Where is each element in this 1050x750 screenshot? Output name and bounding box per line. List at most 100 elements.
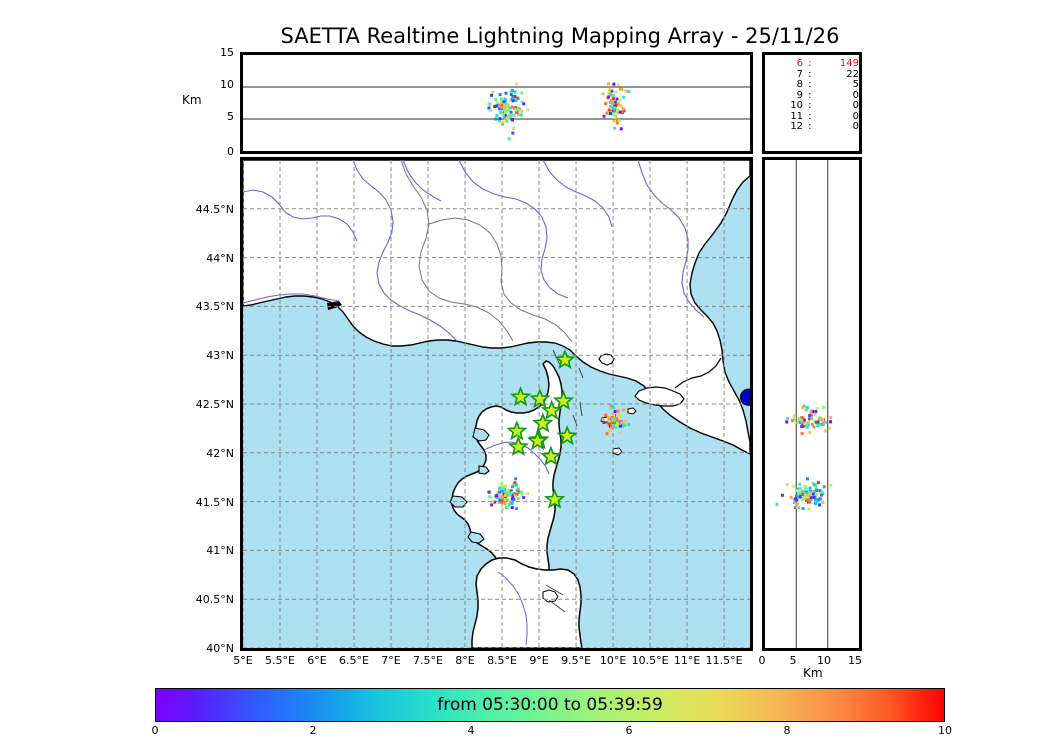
lightning-source-point (798, 487, 802, 491)
lightning-source-point (517, 490, 521, 494)
station-count-separator: : (808, 58, 812, 69)
lightning-source-point (808, 417, 812, 421)
lightning-source-point (815, 488, 819, 492)
lightning-source-point (511, 99, 515, 103)
lightning-source-point (781, 493, 785, 497)
lightning-source-point (499, 496, 503, 500)
lightning-source-point (495, 104, 499, 108)
lma-station-star (543, 488, 566, 509)
lightning-source-point (516, 108, 520, 112)
lightning-source-point (502, 106, 506, 110)
lightning-source-point (800, 424, 804, 428)
corsica-gulfs (449, 427, 490, 544)
lightning-source-point (794, 497, 798, 501)
lightning-source-point (611, 94, 615, 98)
lightning-source-point (807, 423, 811, 427)
lightning-source-point (801, 406, 805, 410)
lightning-source-point (618, 413, 622, 417)
lightning-source-point (809, 492, 813, 496)
lightning-source-point (522, 102, 526, 106)
lightning-source-point (493, 500, 497, 504)
side-panel-plot (775, 160, 833, 648)
lightning-source-point (515, 82, 519, 86)
map-longitude-tick: 10.5°E (631, 654, 669, 667)
lightning-source-point (621, 408, 625, 412)
sardinia-detail (542, 589, 559, 603)
lightning-source-point (512, 498, 516, 502)
lightning-source-point (508, 106, 512, 110)
lightning-source-point (814, 501, 818, 505)
lightning-source-point (808, 414, 812, 418)
map-longitude-tick: 11°E (673, 654, 701, 667)
lightning-source-point (803, 422, 807, 426)
lightning-source-point (800, 422, 804, 426)
station-count-table: 6: 149 7: 22 8: 5 9: 0 10: 0 11: 0 12: 0 (765, 58, 859, 133)
map-longitude-tick: 9°E (529, 654, 549, 667)
rivers (243, 160, 705, 342)
sardinia-river (497, 571, 528, 646)
lightning-source-point (802, 416, 806, 420)
lightning-source-point (514, 494, 518, 498)
lightning-source-point (607, 95, 611, 99)
lma-station-star (532, 412, 554, 433)
lightning-source-point (606, 415, 610, 419)
station-count-key: 7 (796, 68, 804, 80)
lightning-source-point (505, 107, 509, 111)
top-panel-ytick-0: 0 (227, 145, 234, 158)
lightning-source-point (605, 111, 609, 115)
lightning-source-point (814, 498, 818, 502)
lightning-source-point (526, 108, 530, 112)
lightning-source-point (504, 99, 508, 103)
lightning-source-point (813, 483, 817, 487)
station-count-separator: : (808, 110, 812, 122)
station-count-key: 6 (796, 58, 804, 69)
lightning-source-point (612, 414, 616, 418)
lightning-source-point (512, 114, 516, 118)
lightning-source-point (495, 491, 499, 495)
station-count-key: 12 (790, 121, 804, 132)
lightning-source-point (503, 97, 507, 101)
colorbar-gradient (155, 688, 945, 722)
lightning-source-point (612, 119, 616, 123)
map-gridlines (243, 160, 750, 648)
lightning-source-point (618, 110, 622, 114)
lightning-source-point (615, 416, 619, 420)
lightning-source-point (622, 109, 626, 113)
lightning-source-point (820, 499, 824, 503)
lightning-source-point (808, 486, 812, 490)
lightning-source-point (790, 419, 794, 423)
lightning-source-point (506, 489, 510, 493)
lightning-source-point (504, 102, 508, 106)
station-count-row: 12: 0 (765, 121, 859, 133)
lightning-source-point (509, 489, 513, 493)
lightning-source-point (792, 414, 796, 418)
lightning-source-point (517, 487, 521, 491)
lightning-source-point (613, 100, 617, 104)
station-count-row: 8: 5 (765, 79, 859, 91)
lightning-source-point (507, 502, 511, 506)
lma-station-star (529, 387, 551, 409)
lightning-source-point (498, 117, 502, 121)
lma-stations (506, 348, 578, 509)
lightning-source-point (488, 495, 492, 499)
lightning-sources (487, 404, 631, 511)
lightning-source-point (506, 116, 510, 120)
side-panel-axis-label: Km (803, 666, 823, 680)
lightning-source-point (823, 429, 827, 433)
lightning-source-point (801, 492, 805, 496)
colorbar[interactable]: from 05:30:00 to 05:39:59 (155, 688, 945, 722)
lightning-source-point (795, 505, 799, 509)
lightning-source-point (616, 422, 620, 426)
lma-station-star (556, 425, 578, 446)
lightning-source-point (818, 489, 822, 493)
lightning-source-point (791, 484, 795, 488)
lightning-source-point (613, 417, 617, 421)
lightning-source-point (520, 493, 524, 497)
lightning-source-point (499, 489, 503, 493)
lightning-source-point (516, 488, 520, 492)
lightning-source-point (627, 89, 631, 93)
map-latitude-tick: 43.5°N (195, 300, 234, 314)
lightning-source-point (510, 501, 514, 505)
colorbar-tick: 6 (625, 724, 633, 737)
lightning-source-point (487, 490, 491, 494)
